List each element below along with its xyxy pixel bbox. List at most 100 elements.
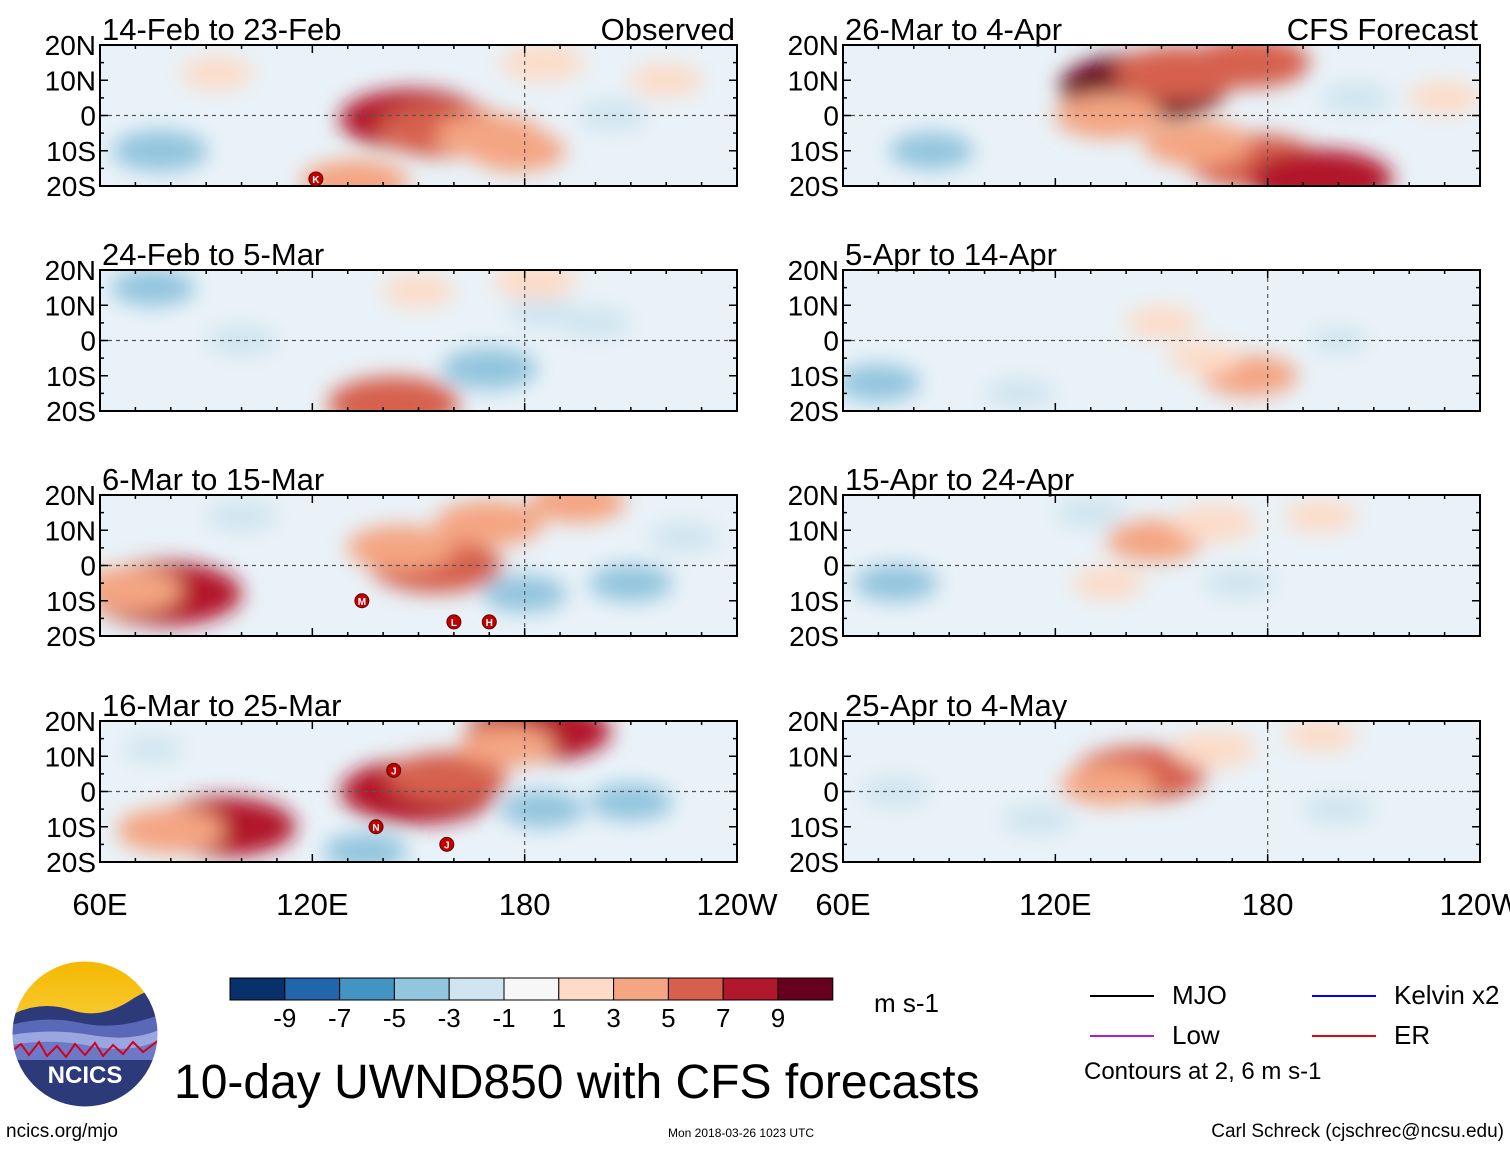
anomaly-blob: [843, 364, 921, 402]
panel-period-label: 14-Feb to 23-Feb: [102, 12, 342, 47]
y-tick-label: 0: [80, 101, 96, 132]
colorbar-swatch: [558, 977, 615, 1001]
panel-period-label: 15-Apr to 24-Apr: [845, 462, 1074, 497]
panel-field: [100, 270, 737, 411]
anomaly-blob: [1408, 81, 1480, 115]
colorbar-swatch: [339, 977, 395, 1001]
y-tick-label: 20N: [45, 255, 96, 286]
anomaly-blob: [1060, 763, 1157, 806]
colorbar-label: 5: [661, 1003, 676, 1033]
column-label: CFS Forecast: [1287, 12, 1479, 47]
y-tick-label: 20S: [789, 396, 839, 427]
panel-5: 20N 10N 0 10S 20S 26-Mar to 4-Apr CFS Forecast: [788, 12, 1481, 202]
y-tick-label: 20S: [789, 171, 839, 202]
anomaly-blob: [123, 735, 184, 764]
storm-label: L: [451, 618, 457, 629]
panel-period-label: 24-Feb to 5-Mar: [102, 237, 324, 272]
anomaly-blob: [205, 324, 278, 357]
y-tick-label: 20S: [46, 171, 96, 202]
y-tick-label: 20N: [45, 30, 96, 61]
legend-swatch: [1090, 995, 1154, 997]
y-tick-label: 10N: [45, 290, 96, 321]
anomaly-blob: [500, 45, 585, 82]
y-tick-label: 0: [823, 326, 839, 357]
anomaly-blob: [458, 724, 555, 767]
anomaly-blob: [111, 270, 196, 307]
panel-period-label: 26-Mar to 4-Apr: [845, 12, 1062, 47]
y-tick-label: 10N: [788, 65, 839, 96]
colorbar-swatch: [229, 977, 286, 1001]
y-tick-label: 10S: [789, 361, 839, 392]
storm-marker: L: [446, 614, 462, 630]
panel-period-label: 16-Mar to 25-Mar: [102, 688, 341, 723]
anomaly-blob: [1284, 721, 1357, 752]
x-tick-label: 60E: [815, 887, 870, 922]
y-tick-label: 10N: [45, 515, 96, 546]
colorbar-label: -3: [437, 1003, 461, 1033]
anomaly-blob: [1172, 504, 1257, 542]
anomaly-blob: [112, 129, 209, 172]
y-tick-label: 20S: [46, 621, 96, 652]
anomaly-blob: [1001, 803, 1074, 837]
ncics-logo: NCICS: [11, 960, 159, 1108]
x-tick-label: 120E: [276, 887, 348, 922]
anomaly-blob: [588, 564, 673, 602]
anomaly-blob: [588, 783, 673, 821]
anomaly-blob: [647, 520, 720, 554]
y-tick-label: 10N: [788, 741, 839, 772]
y-tick-label: 0: [823, 777, 839, 808]
y-tick-label: 20S: [789, 621, 839, 652]
colorbar-swatch: [448, 977, 505, 1001]
x-tick-label: 60E: [72, 887, 127, 922]
legend-label: MJO: [1172, 980, 1227, 1010]
anomaly-blob: [500, 790, 585, 828]
y-tick-label: 0: [823, 101, 839, 132]
anomaly-blob: [469, 129, 566, 172]
y-tick-label: 0: [80, 777, 96, 808]
anomaly-blob: [889, 132, 974, 170]
site-link[interactable]: ncics.org/mjo: [6, 1121, 118, 1142]
y-tick-label: 10N: [45, 741, 96, 772]
panel-field: [100, 45, 737, 186]
anomaly-blob: [1284, 499, 1357, 533]
author-credit: Carl Schreck (cjschrec@ncsu.edu): [1211, 1121, 1504, 1142]
anomaly-blob: [386, 752, 507, 803]
timestamp: Mon 2018-03-26 1023 UTC: [668, 1126, 815, 1140]
storm-marker: K: [308, 171, 324, 187]
anomaly-blob: [559, 306, 632, 340]
y-tick-label: 20S: [46, 847, 96, 878]
panel-2: 20N 10N 0 10S 20S 24-Feb to 5-Mar: [45, 237, 738, 427]
anomaly-blob: [180, 56, 253, 90]
colorbar-swatch: [613, 977, 669, 1001]
panel-period-label: 5-Apr to 14-Apr: [845, 237, 1057, 272]
storm-label: K: [312, 175, 320, 186]
storm-label: J: [444, 840, 450, 851]
anomaly-blob: [1172, 730, 1257, 768]
panel-field: [843, 721, 1480, 862]
anomaly-blob: [860, 775, 933, 808]
colorbar-label: 3: [606, 1003, 621, 1033]
colorbar-swatch: [503, 977, 560, 1001]
legend-swatch: [1312, 995, 1376, 997]
panel-4: 20N 10N 0 10S 20S 16-Mar to 25-Mar J N J 60E 120E 1…: [45, 688, 779, 922]
anomaly-blob: [1308, 326, 1369, 355]
y-tick-label: 10S: [46, 361, 96, 392]
y-tick-label: 0: [80, 326, 96, 357]
storm-marker: M: [354, 593, 370, 609]
figure-title: 10-day UWND850 with CFS forecasts: [174, 1056, 980, 1109]
anomaly-blob: [116, 807, 225, 854]
y-tick-label: 10S: [46, 136, 96, 167]
y-tick-label: 10S: [789, 586, 839, 617]
anomaly-blob: [1203, 566, 1276, 600]
colorbar-label: 9: [770, 1003, 786, 1033]
anomaly-blob: [100, 567, 183, 614]
colorbar-label: 7: [715, 1003, 731, 1033]
anomaly-blob: [529, 495, 626, 523]
x-tick-label: 120W: [697, 887, 779, 922]
storm-label: H: [486, 618, 493, 629]
anomaly-blob: [300, 159, 409, 186]
x-tick-label: 120E: [1019, 887, 1091, 922]
anomaly-blob: [382, 274, 455, 308]
colorbar-swatch: [393, 977, 450, 1001]
